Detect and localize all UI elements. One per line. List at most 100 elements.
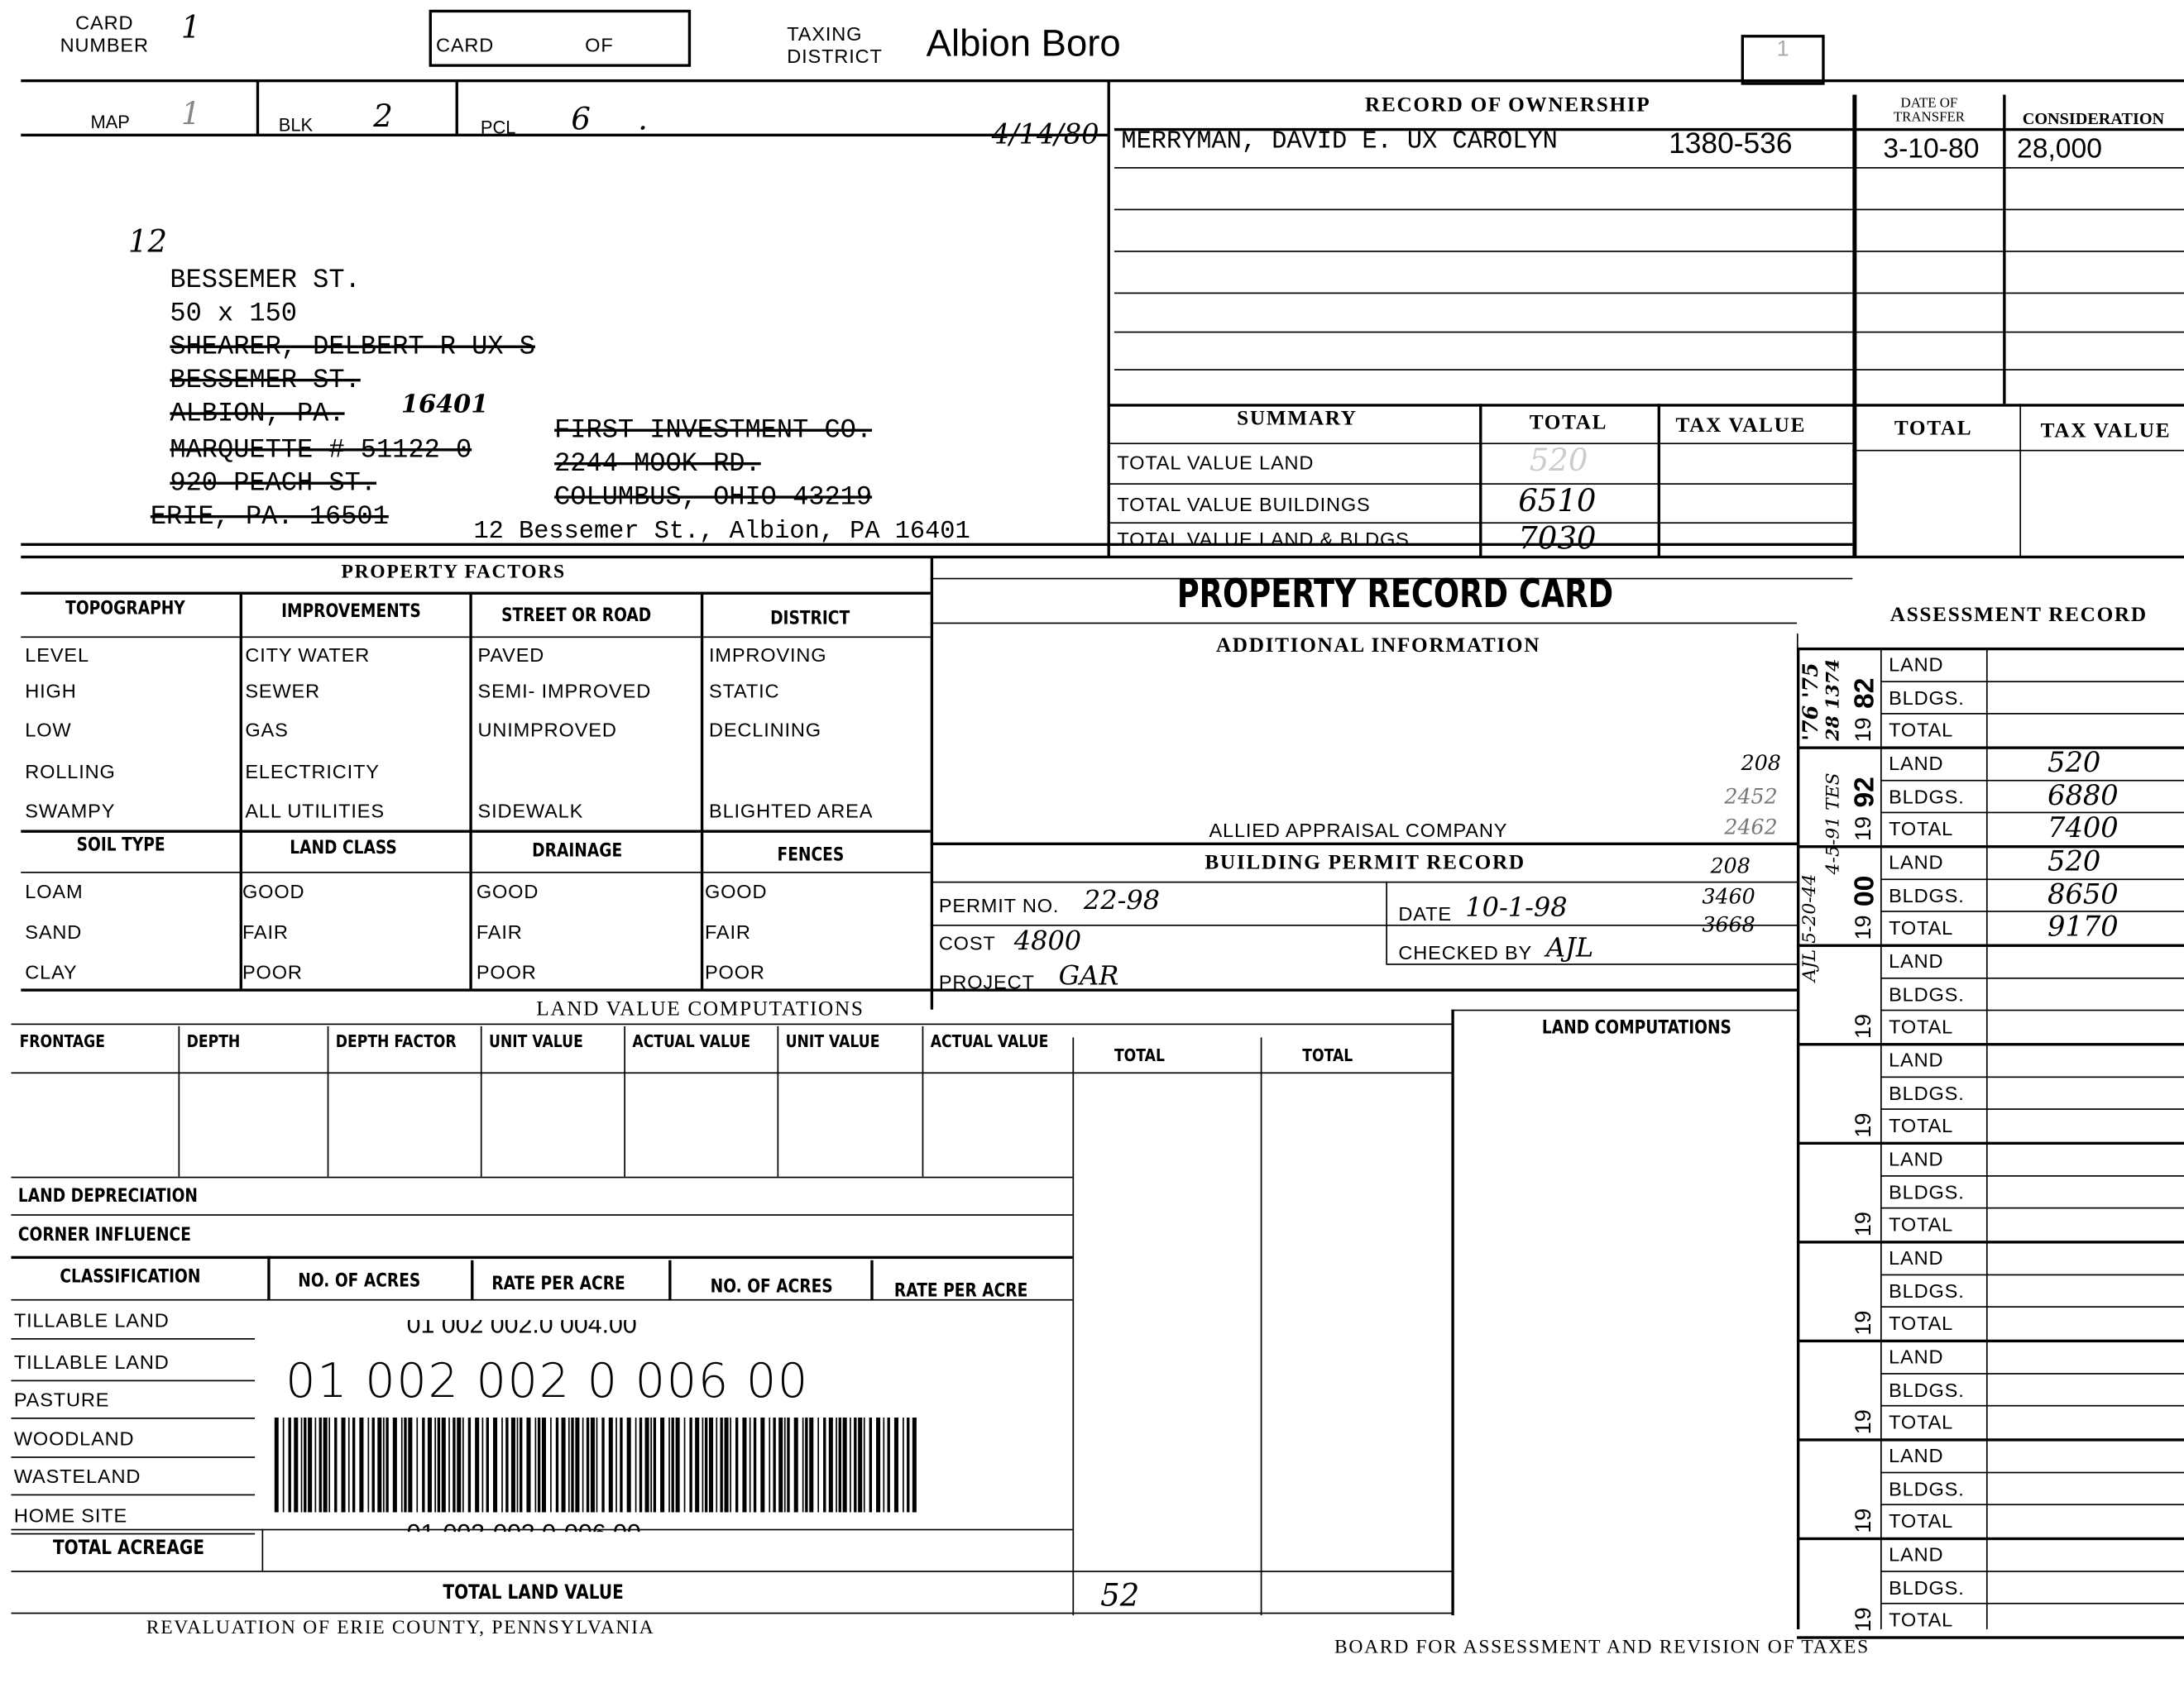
factor-land_class: POOR [242, 960, 303, 983]
barcode-bar [783, 1418, 786, 1513]
prior-owner: SHEARER, DELBERT R UX S [170, 331, 535, 362]
barcode-bar [568, 1418, 570, 1513]
barcode-bar [601, 1418, 605, 1513]
block-line [1796, 944, 2184, 947]
factor-fences: POOR [704, 960, 765, 983]
barcode-bar [660, 1418, 665, 1513]
barcode-bar [639, 1418, 643, 1513]
barcode-bar [520, 1418, 523, 1513]
factor-topography: LOW [25, 718, 72, 741]
row-line [1880, 1602, 2184, 1604]
assessment-total-label: TOTAL [1889, 1015, 1954, 1038]
summary-tax-header: TAX VALUE [1675, 414, 1807, 438]
barcode-bar [526, 1418, 531, 1513]
barcode-bar [668, 1418, 670, 1513]
assessment-bldgs-label: BLDGS. [1889, 1279, 1965, 1302]
barcode-bar [475, 1418, 480, 1513]
block-line [1796, 1241, 2184, 1244]
barcode-bar [753, 1418, 757, 1513]
assessment-bldgs-value: 6880 [2048, 777, 2119, 811]
note: 208 [1710, 854, 1751, 879]
row-line [1880, 1174, 2184, 1176]
acres-header-2: NO. OF ACRES [710, 1276, 833, 1298]
block-line [1796, 1043, 2184, 1046]
total-land-label: TOTAL VALUE LAND [1117, 451, 1315, 474]
year-stamp: 92 [1849, 777, 1880, 808]
barcode-bar [328, 1418, 331, 1513]
assessment-bldgs-value: 8650 [2048, 876, 2119, 911]
assessment-bldgs-label: BLDGS. [1889, 982, 1965, 1005]
factor-soil: SAND [25, 920, 83, 943]
assessment-land-label: LAND [1889, 1443, 1944, 1466]
column-divider [624, 1026, 625, 1177]
prior-city-3: COLUMBUS, OHIO 43219 [554, 481, 873, 513]
card-of-label: CARD [435, 33, 495, 56]
barcode-bar [359, 1418, 364, 1513]
note: 3460 [1702, 884, 1755, 910]
taxing-district-label: TAXING DISTRICT [787, 22, 883, 67]
factor-street: PAVED [477, 643, 545, 666]
factor-topography: ROLLING [25, 760, 116, 783]
barcode-bar [462, 1418, 464, 1513]
barcode-bar [537, 1418, 541, 1513]
row-line [1880, 680, 2184, 682]
barcode-top-text: 01 002 002.0 004.00 [406, 1320, 637, 1339]
street-header: STREET OR ROAD [501, 605, 652, 627]
transfer-date: 3-10-80 [1883, 133, 1980, 165]
classification-row: TILLABLE LAND [13, 1308, 170, 1332]
block-line [1796, 746, 2184, 749]
assessment-land-value: 520 [2048, 744, 2101, 779]
factor-improvements: ELECTRICITY [245, 760, 380, 783]
card-of-box [429, 9, 692, 67]
assessment-land-label: LAND [1889, 949, 1944, 973]
classification-row: PASTURE [13, 1388, 110, 1411]
barcode-bar [809, 1418, 814, 1513]
barcode-bar [534, 1418, 537, 1513]
barcode-bar [644, 1418, 649, 1513]
assessment-bldgs-label: BLDGS. [1889, 784, 1965, 807]
barcode-bar [626, 1418, 631, 1513]
column-divider [922, 1026, 924, 1177]
map-value: 1 [180, 97, 201, 132]
land-computations-title: LAND COMPUTATIONS [1541, 1017, 1731, 1040]
barcode-bar [704, 1418, 708, 1513]
card-box: 1 [1741, 35, 1825, 85]
barcode-bar [735, 1418, 739, 1513]
row-line [1880, 911, 2184, 912]
year-prefix: 19 [1852, 1508, 1876, 1533]
side-note: 4-5-91 TES [1822, 772, 1845, 875]
topography-header: TOPOGRAPHY [65, 598, 185, 620]
permit-no-value: 22-98 [1083, 885, 1161, 916]
row-line [1880, 1570, 2184, 1572]
barcode-bar [760, 1418, 765, 1513]
factor-drainage: FAIR [476, 920, 523, 943]
permit-no-label: PERMIT NO. [938, 893, 1060, 916]
row-line [1880, 977, 2184, 978]
assessment-total-label: TOTAL [1889, 1608, 1954, 1631]
additional-info-title: ADDITIONAL INFORMATION [1215, 634, 1541, 658]
factor-improvements: GAS [245, 718, 289, 741]
map-label: MAP [90, 111, 130, 132]
barcode-bar [448, 1418, 450, 1513]
footer-right: BOARD FOR ASSESSMENT AND REVISION OF TAX… [1334, 1638, 1870, 1659]
assessment-total-label: TOTAL [1889, 1312, 1954, 1334]
total-land-value-label: TOTAL LAND VALUE [443, 1581, 624, 1604]
row-line [1880, 1306, 2184, 1308]
assessment-land-label: LAND [1889, 1147, 1944, 1170]
block-line [1796, 1537, 2184, 1541]
barcode-bar [836, 1418, 837, 1513]
assessment-land-label: LAND [1889, 1246, 1944, 1269]
land-value-header: DEPTH [186, 1031, 241, 1052]
row-line [1880, 1504, 2184, 1506]
side-note: 28 1374 [1822, 658, 1845, 741]
acres-header: NO. OF ACRES [298, 1271, 421, 1293]
house-number: 12 [127, 225, 168, 261]
card-number-label: CARD NUMBER [60, 11, 149, 56]
factor-street: SIDEWALK [477, 799, 584, 822]
land-value-header: UNIT VALUE [488, 1031, 583, 1052]
assessment-total-value: 7400 [2048, 810, 2119, 844]
year-prefix: 19 [1852, 1607, 1876, 1633]
barcode-bar [371, 1418, 375, 1513]
factor-district: STATIC [709, 679, 780, 702]
factor-land_class: GOOD [242, 880, 305, 903]
